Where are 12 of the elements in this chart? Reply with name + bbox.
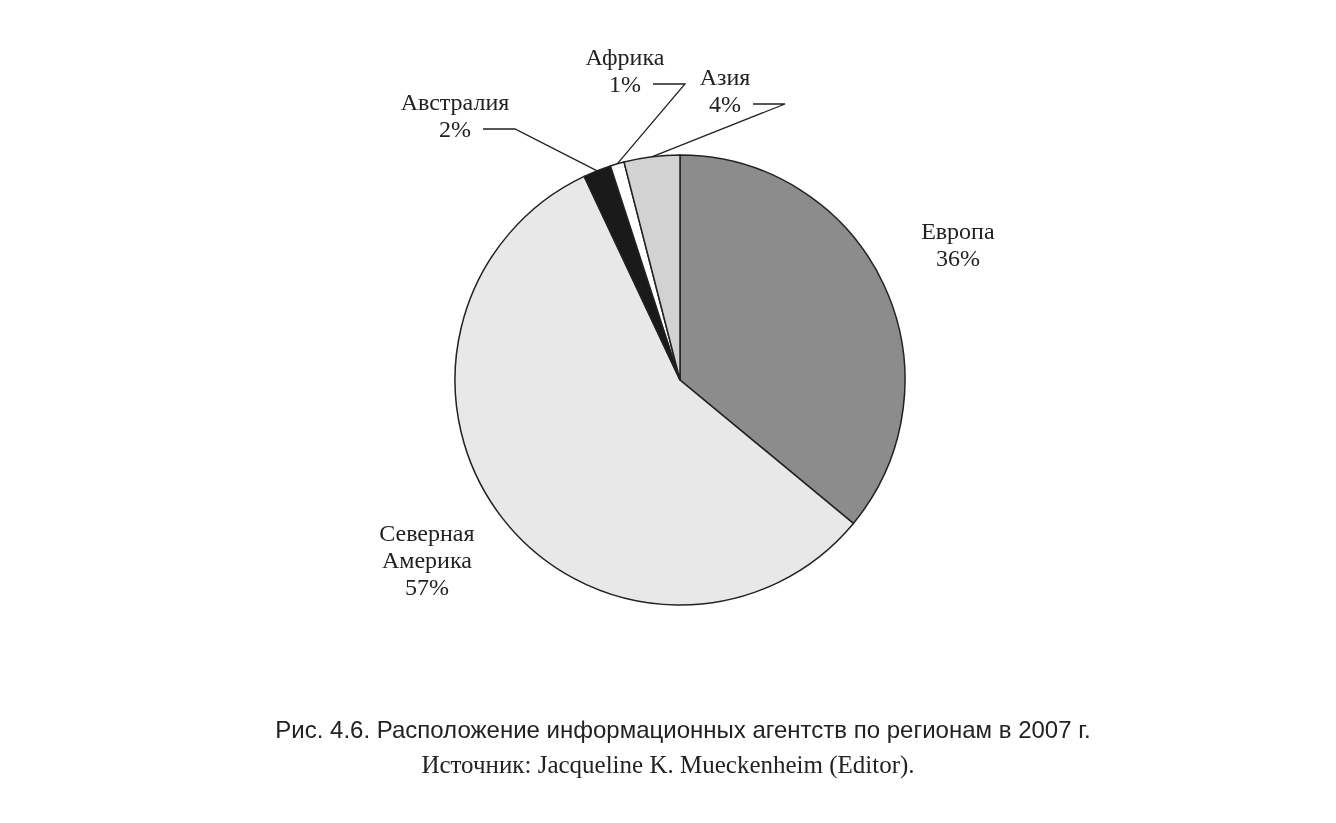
slice-label: Азия — [699, 64, 751, 90]
slice-label: Северная Америка — [379, 519, 475, 573]
slice-label: Европа — [921, 217, 995, 244]
data-label: 57% — [404, 573, 449, 600]
slice-label: Австралия — [400, 89, 510, 115]
data-label: 1% — [609, 71, 641, 97]
text: Источник: Jacqueline K. Mueckenheim (Editor). — [421, 751, 915, 779]
slice-label: Африка — [585, 44, 665, 70]
data-label: 4% — [709, 91, 741, 117]
text: Рис. 4.6. Расположение информационных агентств по регионам в 2007 г. — [275, 716, 1091, 743]
data-label: 36% — [935, 244, 980, 271]
data-label: 2% — [439, 116, 471, 142]
